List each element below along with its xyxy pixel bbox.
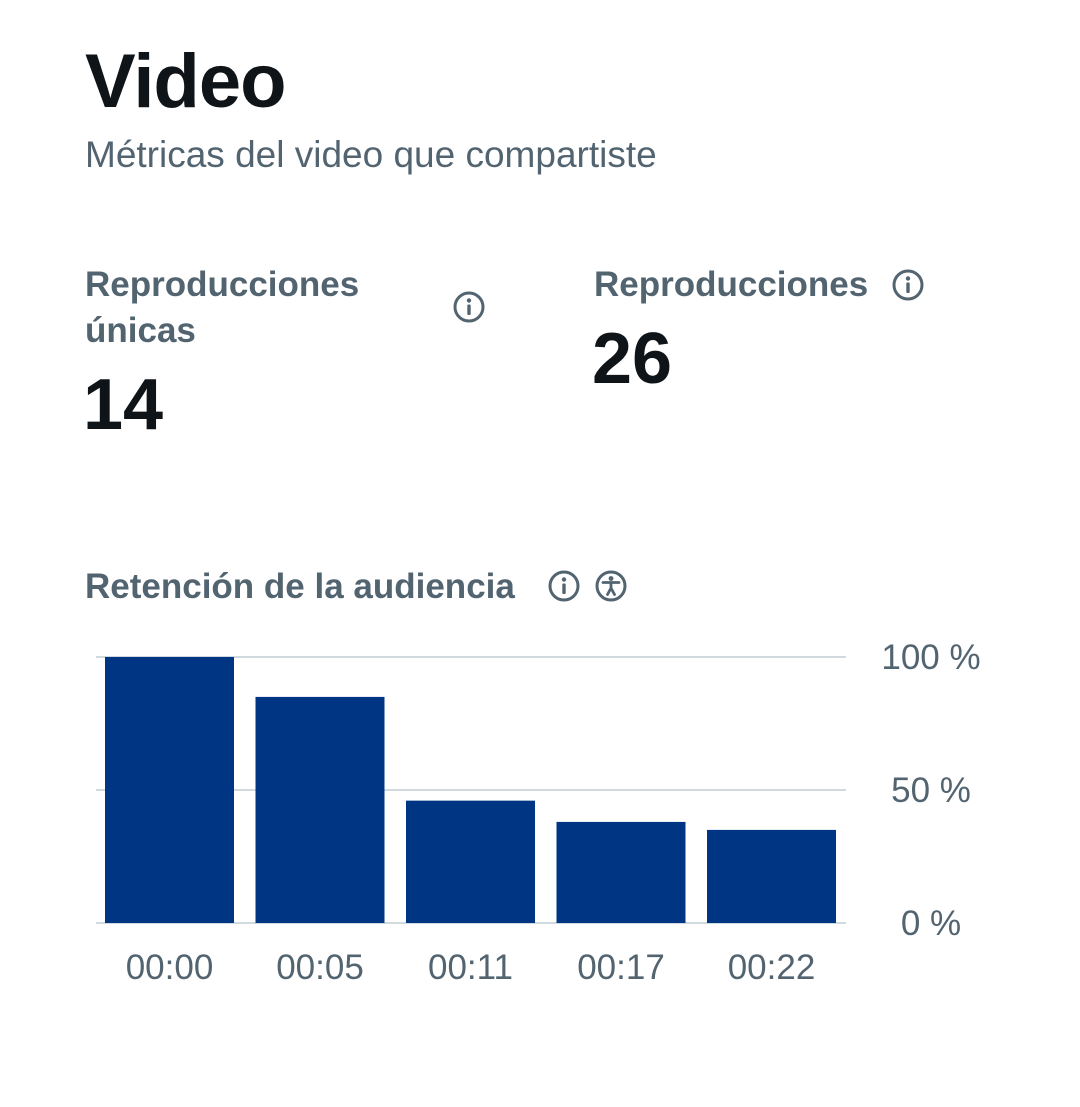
x-tick-label: 00:17 <box>577 948 665 987</box>
metric-unique-views-label-line1: Reproducciones <box>85 265 360 304</box>
bar-00-05[interactable] <box>255 696 385 923</box>
metric-unique-views-label: Reproducciones únicas <box>85 262 359 354</box>
retention-label: Retención de la audiencia <box>85 567 515 606</box>
metric-views-label: Reproducciones <box>594 265 869 304</box>
info-icon[interactable] <box>547 569 581 603</box>
metric-unique-views-value: 14 <box>83 365 164 445</box>
x-tick-label: 00:11 <box>428 948 513 987</box>
y-tick-label: 50 % <box>891 771 971 810</box>
x-tick-label: 00:05 <box>276 948 364 987</box>
x-tick-label: 00:00 <box>126 948 214 987</box>
page-subtitle: Métricas del video que compartiste <box>85 134 657 175</box>
y-tick-label: 0 % <box>901 904 961 943</box>
metric-views-value: 26 <box>592 319 673 399</box>
accessibility-icon[interactable] <box>594 569 628 603</box>
bar-00-11[interactable] <box>406 800 535 923</box>
metric-unique-views-label-line2: únicas <box>85 311 196 350</box>
bar-00-22[interactable] <box>707 829 836 923</box>
info-icon[interactable] <box>452 290 486 324</box>
bar-00-00[interactable] <box>105 657 234 923</box>
y-tick-label: 100 % <box>881 638 980 677</box>
info-icon[interactable] <box>891 268 925 302</box>
x-tick-label: 00:22 <box>728 948 816 987</box>
page-title: Video <box>85 39 287 124</box>
bar-00-17[interactable] <box>556 821 686 923</box>
